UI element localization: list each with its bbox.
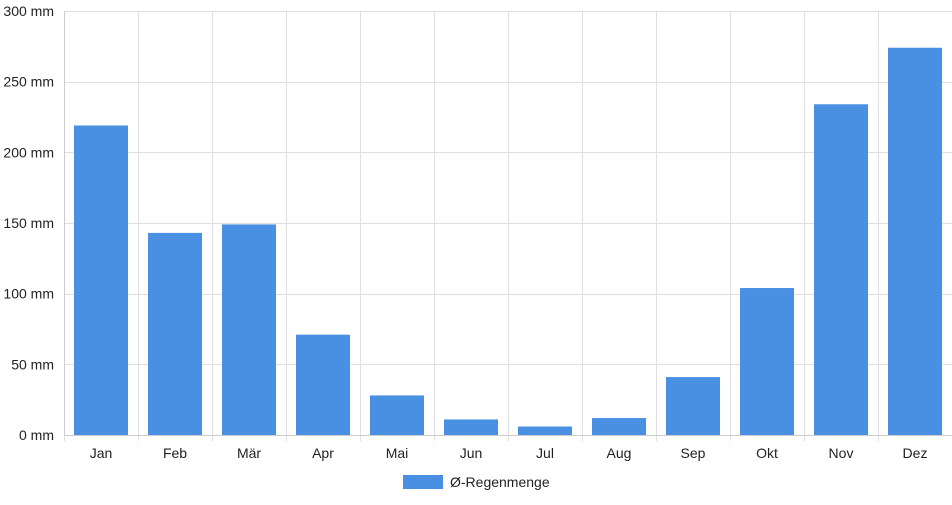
x-tick-label: Jun — [460, 445, 483, 461]
x-tick-label: Apr — [312, 445, 334, 461]
bar-feb — [148, 232, 202, 435]
x-tick-label: Okt — [756, 445, 778, 461]
x-tick-label: Aug — [607, 445, 632, 461]
x-tick-label: Sep — [681, 445, 706, 461]
x-tick-label: Mär — [237, 445, 261, 461]
bar-dez — [888, 47, 942, 435]
x-tick-label: Jan — [90, 445, 113, 461]
legend: Ø-Regenmenge — [403, 474, 550, 490]
legend-label: Ø-Regenmenge — [450, 474, 550, 490]
bar-sep — [666, 377, 720, 435]
bar-aug — [592, 418, 646, 435]
y-tick-label: 150 mm — [3, 215, 54, 231]
x-tick-label: Feb — [163, 445, 187, 461]
x-tick-label: Dez — [903, 445, 928, 461]
legend-swatch — [403, 475, 443, 489]
x-tick-label: Nov — [829, 445, 854, 461]
bar-mai — [370, 395, 424, 435]
bar-apr — [296, 334, 350, 435]
bar-jul — [518, 426, 572, 435]
y-tick-label: 100 mm — [3, 286, 54, 302]
x-tick-label: Jul — [536, 445, 554, 461]
bar-jun — [444, 419, 498, 435]
y-tick-label: 250 mm — [3, 74, 54, 90]
y-tick-label: 200 mm — [3, 144, 54, 160]
bar-jan — [74, 125, 128, 435]
x-tick-label: Mai — [386, 445, 409, 461]
y-tick-label: 50 mm — [11, 356, 54, 372]
y-tick-label: 0 mm — [19, 427, 54, 443]
bar-nov — [814, 104, 868, 435]
y-tick-label: 300 mm — [3, 3, 54, 19]
bar-mär — [222, 224, 276, 435]
bar-okt — [740, 288, 794, 435]
